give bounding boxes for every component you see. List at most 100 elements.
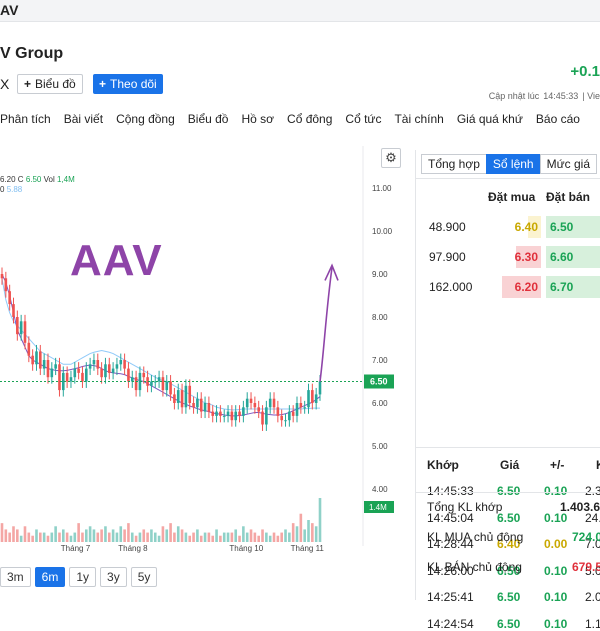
y-tick-label: 5.00	[372, 442, 388, 451]
candle-body	[245, 398, 249, 408]
orderbook-row[interactable]: 48.900 6.40 6.50	[421, 216, 600, 238]
x-tick-label: Tháng 8	[118, 544, 148, 553]
updated-suffix: | Vie	[582, 91, 600, 101]
price-chart[interactable]: 11.00 10.00 9.00 8.00 7.00 6.00 5.00 4.00 6.50 1.…	[0, 146, 408, 560]
nav-item-co-tuc[interactable]: Cổ tức	[345, 112, 382, 126]
order-panel: Tổng hợp Sổ lệnh Mức giá Đặt mua Đặt bán 4…	[415, 150, 600, 631]
candle-body	[211, 411, 215, 416]
nav-item-phan-tich[interactable]: Phân tích	[0, 112, 51, 126]
trade-time: 14:28:44	[427, 537, 474, 551]
candle-body	[35, 351, 38, 365]
candle-body	[314, 394, 318, 403]
nav-item-ho-so[interactable]: Hồ sơ	[241, 112, 275, 126]
trend-arrowhead	[324, 263, 339, 281]
candle-body	[157, 377, 161, 382]
volume-bar	[146, 532, 149, 542]
section-nav: Phân tích Bài viết Cộng đồng Biểu đồ Hồ sơ Cổ…	[0, 112, 600, 136]
volume-bar	[184, 532, 188, 542]
chart-button[interactable]: + Biểu đồ	[17, 74, 83, 94]
ticker-annotation: AAV	[70, 236, 163, 285]
trade-volume: 2.3	[585, 484, 600, 498]
tab-muc-gia[interactable]: Mức giá	[539, 154, 597, 174]
period-6m[interactable]: 6m	[34, 567, 66, 587]
trade-change: 0.10	[544, 510, 568, 525]
summary-total: Tổng KL khớp 1.403.6	[427, 500, 600, 514]
volume-bar	[196, 529, 199, 542]
candle-body	[257, 407, 260, 412]
current-price-label: 6.50	[370, 377, 388, 387]
candle-body	[169, 381, 172, 395]
nav-item-bao-cao[interactable]: Báo cáo	[535, 112, 580, 126]
candle-body	[146, 377, 149, 386]
volume-bar	[238, 535, 241, 542]
price-chart-area[interactable]: 11.00 10.00 9.00 8.00 7.00 6.00 5.00 4.00 6.50 1.…	[0, 146, 408, 560]
y-tick-label: 10.00	[372, 227, 393, 236]
period-3y[interactable]: 3y	[100, 567, 127, 587]
volume-bar	[35, 529, 38, 542]
volume-bar	[130, 532, 134, 542]
ma-prefix: 0	[0, 185, 5, 194]
trade-volume: 5.0	[585, 563, 600, 578]
candle-body	[88, 364, 92, 369]
orderbook-row[interactable]: 97.900 6.30 6.60	[421, 246, 600, 268]
volume-bar	[207, 532, 211, 542]
candle-body	[58, 364, 61, 391]
candle-body	[84, 368, 88, 382]
volume-bar	[265, 532, 268, 542]
period-1y[interactable]: 1y	[69, 567, 97, 587]
volume-bar	[161, 526, 165, 542]
ma-line	[1, 278, 320, 411]
updated-time: 14:45:33	[543, 91, 579, 101]
plus-icon: +	[99, 77, 107, 91]
candle-body	[288, 411, 291, 421]
volume-bar	[150, 529, 153, 542]
candle-body	[173, 394, 176, 403]
candle-body	[8, 291, 11, 305]
candle-body	[215, 411, 218, 416]
price-change: +0.1	[570, 63, 600, 80]
follow-button[interactable]: + Theo dõi	[93, 74, 163, 94]
volume-bar	[291, 523, 295, 542]
candle-body	[276, 407, 280, 416]
gear-icon[interactable]: ⚙	[381, 148, 401, 168]
tab-so-lenh[interactable]: Sổ lệnh	[485, 154, 541, 174]
divider	[415, 447, 600, 448]
nav-item-co-dong[interactable]: Cổ đông	[287, 112, 333, 126]
volume-bar	[104, 526, 107, 542]
nav-item-gia-qua-khu[interactable]: Giá quá khứ	[456, 112, 523, 126]
current-price-tag	[364, 374, 394, 389]
volume-bar	[69, 535, 73, 542]
volume-bar	[27, 532, 31, 542]
orderbook-row[interactable]: 162.000 6.20 6.70	[421, 276, 600, 298]
candle-body	[318, 381, 322, 395]
candle-body	[311, 390, 314, 403]
window-title: AV	[0, 2, 19, 18]
orderbook-buy-header: Đặt mua	[488, 190, 536, 204]
candle-body	[100, 368, 103, 378]
nav-item-cong-dong[interactable]: Cộng đồng	[116, 112, 175, 126]
volume-bar	[295, 526, 299, 542]
y-tick-label: 11.00	[372, 184, 392, 193]
updated-info: Cập nhật lúc 14:45:33 | Vie	[485, 91, 600, 101]
period-5y[interactable]: 5y	[130, 567, 158, 587]
volume-bar	[8, 532, 11, 542]
tab-tong-hop[interactable]: Tổng hợp	[421, 154, 487, 174]
candle-body	[207, 403, 211, 412]
candle-body	[123, 360, 126, 369]
volume-bar	[173, 532, 176, 542]
period-3m[interactable]: 3m	[0, 567, 31, 587]
nav-item-bieu-do[interactable]: Biểu đồ	[187, 112, 229, 126]
candle-body	[127, 368, 130, 382]
candle-body	[192, 403, 195, 408]
candle-body	[130, 377, 134, 382]
x-tick-label: Tháng 7	[61, 544, 91, 553]
ma-line-2	[1, 273, 321, 417]
volume-bar	[226, 532, 230, 542]
candle-body	[249, 398, 253, 403]
summary-buy-value: 724.0	[572, 530, 600, 544]
nav-item-bai-viet[interactable]: Bài viết	[63, 112, 104, 126]
nav-item-tai-chinh[interactable]: Tài chính	[394, 112, 444, 126]
trade-time: 14:25:41	[427, 590, 474, 604]
volume-bar	[169, 523, 172, 542]
volume-bar	[280, 532, 283, 542]
